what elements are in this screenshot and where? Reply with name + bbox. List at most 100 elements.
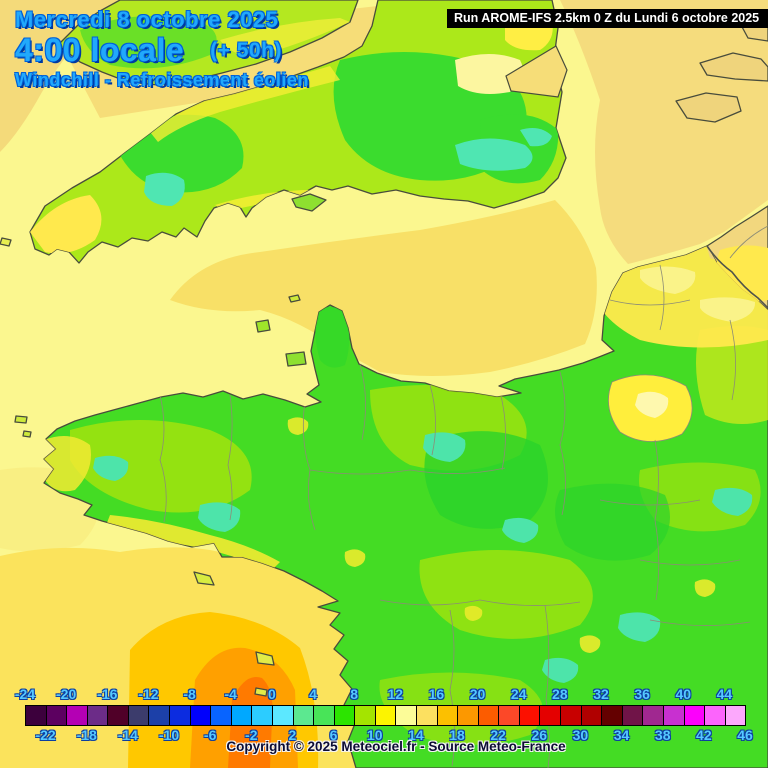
scale-label: 4	[309, 686, 317, 702]
scale-swatch	[415, 705, 438, 726]
texture-blob	[618, 612, 661, 642]
texture-blob	[464, 605, 483, 621]
texture-blob	[579, 635, 601, 653]
island-jersey	[285, 351, 307, 367]
texture-blob	[542, 657, 579, 683]
scale-swatch	[333, 705, 356, 726]
sea-tan-mid-channel	[170, 200, 597, 376]
texture-blob	[93, 455, 129, 481]
scale-swatch	[292, 705, 315, 726]
forecast-offset-label: (+ 50h)	[210, 39, 282, 62]
scale-label: -22	[35, 727, 56, 743]
scale-swatch	[189, 705, 212, 726]
island-guernsey	[255, 319, 271, 333]
scale-swatch	[395, 705, 417, 726]
texture-blob	[694, 579, 716, 597]
time-label: 4:00 locale (+ 50h)	[15, 32, 282, 69]
scale-label: 30	[572, 727, 589, 743]
texture-blob	[520, 128, 552, 147]
local-time: 4:00 locale	[15, 32, 185, 68]
texture-blob	[220, 18, 350, 58]
scale-swatch	[642, 705, 664, 726]
scale-swatch	[374, 705, 397, 726]
texture-blob	[419, 550, 593, 639]
scale-label: 26	[531, 727, 548, 743]
texture-blob	[640, 266, 696, 294]
scale-swatch	[25, 705, 47, 726]
texture-blob	[700, 297, 756, 322]
scale-label: 32	[593, 686, 609, 702]
island-walcheren	[675, 92, 742, 123]
scale-swatch	[271, 705, 294, 726]
scale-label: -10	[158, 727, 180, 743]
scale-label: -6	[203, 727, 217, 743]
scale-label: -2	[245, 727, 258, 743]
texture-blob	[455, 54, 524, 94]
scale-label: 28	[552, 686, 568, 702]
texture-wales	[80, 15, 350, 69]
model-run-label: Run AROME-IFS 2.5km 0 Z du Lundi 6 octob…	[454, 11, 760, 25]
scale-swatch	[477, 705, 500, 726]
variable-label: Windchill - Refroissement éolien	[15, 70, 309, 90]
sea-thames-estuary	[505, 45, 568, 98]
scale-label: 44	[716, 686, 733, 702]
texture-blob	[198, 502, 241, 532]
texture-blob	[344, 549, 366, 567]
texture-blob	[555, 483, 670, 561]
scale-label: 18	[449, 727, 465, 743]
department-borders	[159, 264, 751, 768]
scale-swatch	[313, 705, 335, 726]
texture-blob	[80, 15, 217, 69]
country-border-fr-be	[706, 245, 768, 309]
scale-label: 6	[329, 727, 338, 743]
island-ouessant	[14, 415, 28, 424]
scale-swatch	[66, 705, 88, 726]
scale-swatch	[457, 705, 479, 726]
texture-blob	[455, 138, 533, 171]
scale-swatch	[230, 705, 253, 726]
texture-blob	[696, 326, 768, 424]
scale-swatch	[210, 705, 232, 726]
texture-blob	[592, 246, 768, 348]
texture-blob	[105, 515, 280, 572]
scale-swatch	[148, 705, 171, 726]
scale-swatch	[580, 705, 603, 726]
scale-label: 12	[387, 686, 404, 702]
scale-swatch	[169, 705, 191, 726]
scale-label: 8	[350, 686, 359, 702]
scale-label: 14	[408, 727, 424, 743]
scale-label: 10	[366, 727, 383, 743]
scale-label: 2	[288, 727, 297, 743]
scale-bar	[25, 705, 747, 726]
scale-swatch	[539, 705, 562, 726]
scale-swatch	[127, 705, 150, 726]
scale-label: 42	[696, 727, 712, 743]
texture-blob	[30, 195, 102, 254]
island-yeu	[254, 687, 268, 697]
scale-label: 0	[267, 686, 276, 702]
date-label: Mercredi 8 octobre 2025	[15, 7, 279, 32]
scale-label: 40	[675, 686, 692, 702]
island-belle-ile	[193, 571, 215, 586]
scale-swatch	[107, 705, 129, 726]
scale-label: -16	[97, 686, 118, 702]
texture-blob-paris-core	[635, 391, 669, 418]
island-scilly	[0, 237, 12, 247]
texture-blob	[712, 487, 753, 516]
scale-label: -4	[224, 686, 237, 702]
scale-swatch	[86, 705, 109, 726]
texture-england	[30, 13, 559, 254]
scale-label: 24	[510, 686, 527, 702]
scale-swatch	[518, 705, 541, 726]
scale-label: -14	[117, 727, 138, 743]
texture-blob	[423, 432, 466, 462]
scale-swatch	[45, 705, 68, 726]
scale-label: 22	[490, 727, 506, 743]
scale-swatch	[621, 705, 644, 726]
scale-label: 34	[613, 727, 630, 743]
scale-label: 20	[469, 686, 486, 702]
scale-swatch	[724, 705, 747, 726]
scale-label: -24	[14, 686, 36, 702]
